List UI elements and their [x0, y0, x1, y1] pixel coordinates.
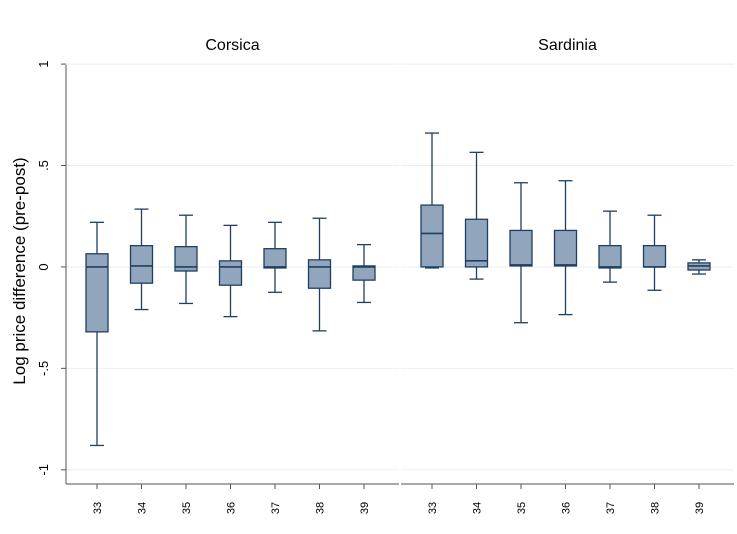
box-sardinia-39 — [687, 259, 711, 275]
box-corsica-36 — [218, 224, 243, 318]
iqr-box — [553, 229, 578, 267]
x-tick-label: 34 — [137, 502, 149, 514]
x-tick-label: 35 — [181, 502, 193, 514]
iqr-box — [85, 253, 109, 333]
iqr-box — [129, 244, 154, 284]
box-corsica-33 — [85, 221, 109, 447]
iqr-box — [420, 204, 444, 268]
boxes — [85, 132, 711, 447]
box-corsica-35 — [174, 214, 198, 305]
y-tick-label: -1 — [36, 464, 51, 476]
iqr-box — [307, 259, 332, 289]
y-tick-label: -.5 — [36, 361, 51, 376]
box-corsica-34 — [129, 208, 154, 311]
box-sardinia-35 — [509, 182, 533, 324]
y-tick-label: 0 — [36, 263, 51, 270]
iqr-box — [218, 260, 243, 286]
box-corsica-37 — [263, 221, 287, 293]
box-sardinia-38 — [642, 214, 667, 291]
box-sardinia-33 — [420, 132, 444, 269]
labels: 1 .5 0 -.5 -1 Corsica 33 34 35 36 37 38 39 Sardinia 33… — [36, 37, 706, 514]
iqr-box — [263, 248, 287, 269]
box-sardinia-34 — [464, 151, 489, 280]
panel-title: Sardinia — [538, 37, 597, 54]
gridlines — [66, 63, 734, 471]
x-tick-label: 39 — [694, 502, 706, 514]
iqr-box — [509, 229, 533, 267]
box-sardinia-37 — [598, 210, 622, 283]
x-tick-label: 39 — [359, 502, 371, 514]
y-axis-label: Log price difference (pre-post) — [10, 157, 29, 384]
box-corsica-38 — [307, 217, 332, 332]
x-tick-label: 37 — [605, 502, 617, 514]
iqr-box — [598, 244, 622, 269]
x-tick-label: 36 — [561, 502, 573, 514]
x-tick-label: 33 — [427, 502, 439, 514]
x-tick-label: 35 — [516, 502, 528, 514]
iqr-box — [642, 244, 667, 268]
panel-title: Corsica — [205, 37, 259, 54]
iqr-box — [464, 218, 489, 268]
x-tick-label: 34 — [472, 502, 484, 514]
box-sardinia-36 — [553, 180, 578, 316]
iqr-box — [174, 246, 198, 272]
x-tick-label: 37 — [270, 502, 282, 514]
y-tick-label: .5 — [36, 160, 51, 171]
x-tick-label: 38 — [650, 502, 662, 514]
x-tick-label: 33 — [92, 502, 104, 514]
iqr-box — [352, 265, 376, 281]
x-tick-label: 38 — [315, 502, 327, 514]
x-tick-label: 36 — [226, 502, 238, 514]
box-corsica-39 — [352, 243, 376, 304]
y-tick-label: 1 — [36, 60, 51, 67]
axes — [61, 63, 734, 489]
